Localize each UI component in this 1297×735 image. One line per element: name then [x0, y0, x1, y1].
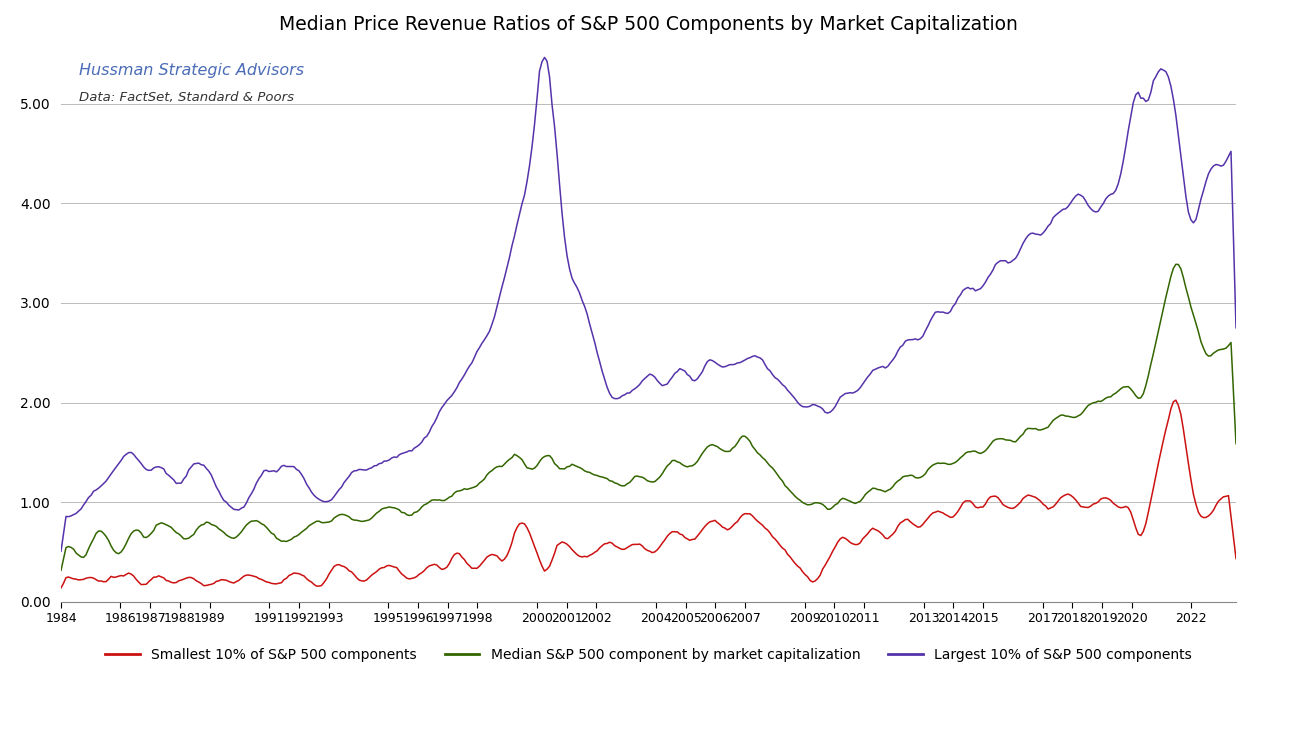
- Legend: Smallest 10% of S&P 500 components, Median S&P 500 component by market capitaliz: Smallest 10% of S&P 500 components, Medi…: [100, 642, 1197, 667]
- Text: Data: FactSet, Standard & Poors: Data: FactSet, Standard & Poors: [79, 91, 293, 104]
- Text: Hussman Strategic Advisors: Hussman Strategic Advisors: [79, 63, 303, 79]
- Title: Median Price Revenue Ratios of S&P 500 Components by Market Capitalization: Median Price Revenue Ratios of S&P 500 C…: [279, 15, 1018, 34]
